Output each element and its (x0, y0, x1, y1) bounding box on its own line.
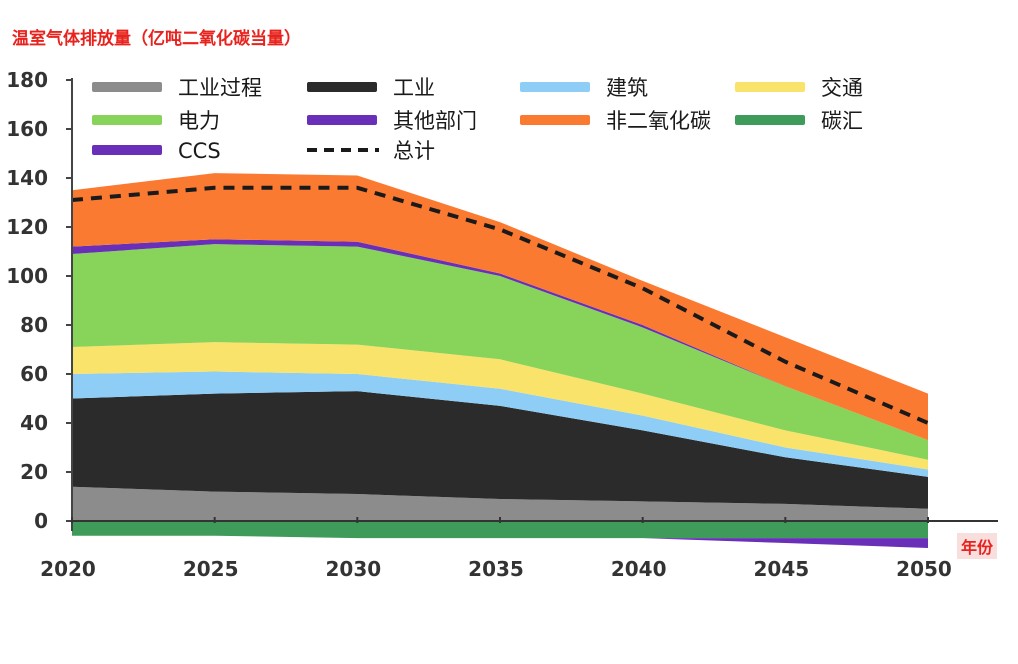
legend-label-非二氧化碳: 非二氧化碳 (606, 109, 711, 133)
y-tick-label: 60 (20, 362, 48, 386)
area-非二氧化碳 (72, 173, 928, 441)
x-tick-label: 2030 (325, 557, 381, 581)
line-total (71, 185, 929, 425)
chart-title: 温室气体排放量（亿吨二氧化碳当量） (12, 29, 301, 49)
area-carbon-sink (72, 521, 928, 539)
area-电力 (72, 244, 928, 460)
area-ccs (72, 535, 928, 548)
legend-swatch-工业 (307, 82, 377, 92)
legend-label-总计: 总计 (393, 139, 435, 163)
legend-label-电力: 电力 (178, 109, 220, 133)
x-tick-label: 2020 (40, 557, 96, 581)
legend-label-其他部门: 其他部门 (393, 109, 477, 133)
legend-swatch-其他部门 (307, 115, 377, 125)
y-tick-label: 80 (20, 313, 48, 337)
legend-swatch-工业过程 (92, 82, 162, 92)
legend-label-工业: 工业 (393, 76, 435, 100)
legend-swatch-电力 (92, 115, 162, 125)
legend-label-碳汇: 碳汇 (821, 109, 863, 133)
area-建筑 (72, 371, 928, 477)
x-tick-label: 2035 (468, 557, 524, 581)
x-tick-label: 2045 (753, 557, 809, 581)
area-工业 (72, 391, 928, 509)
y-tick-label: 140 (6, 166, 48, 190)
y-tick-label: 160 (6, 117, 48, 141)
y-tick-label: 180 (6, 68, 48, 92)
legend-swatch-建筑 (520, 82, 590, 92)
legend-swatch-ccs (92, 145, 162, 155)
legend-label-交通: 交通 (821, 76, 863, 100)
x-tick-label: 2050 (896, 557, 952, 581)
legend-label-ccs: CCS (178, 139, 221, 163)
x-axis-unit-label: 年份 (957, 533, 998, 559)
legend-swatch-碳汇 (735, 115, 805, 125)
legend-label-建筑: 建筑 (606, 76, 648, 100)
x-tick-label: 2040 (611, 557, 667, 581)
legend-label-工业过程: 工业过程 (178, 76, 262, 100)
y-tick-label: 0 (34, 509, 48, 533)
y-tick-label: 20 (20, 460, 48, 484)
y-tick-label: 100 (6, 264, 48, 288)
legend-swatch-交通 (735, 82, 805, 92)
area-工业过程 (72, 486, 928, 521)
area-交通 (72, 342, 928, 470)
y-tick-label: 120 (6, 215, 48, 239)
legend-swatch-非二氧化碳 (520, 115, 590, 125)
y-tick-label: 40 (20, 411, 48, 435)
x-tick-label: 2025 (183, 557, 239, 581)
